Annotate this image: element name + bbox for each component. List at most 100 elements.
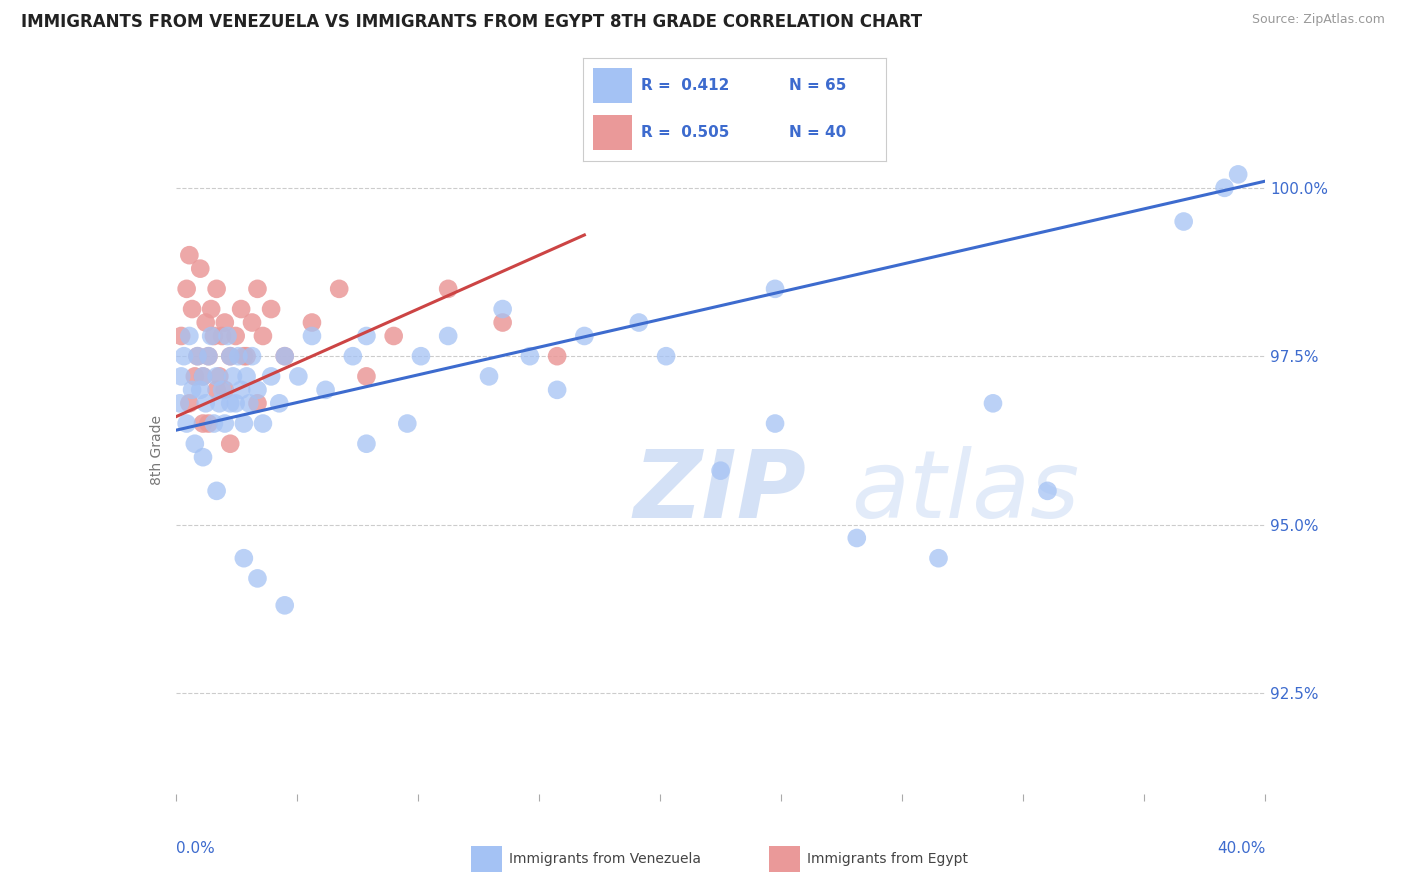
Point	[981, 396, 1004, 410]
Point	[252, 329, 274, 343]
Point	[246, 383, 269, 397]
Point	[845, 531, 868, 545]
Point	[205, 383, 228, 397]
Point	[181, 301, 204, 316]
Point	[246, 282, 269, 296]
Point	[219, 396, 242, 410]
Point	[763, 282, 786, 296]
Text: 40.0%: 40.0%	[1218, 841, 1265, 856]
Text: 0.0%: 0.0%	[176, 841, 215, 856]
Point	[274, 599, 297, 613]
Point	[437, 329, 460, 343]
Point	[214, 316, 236, 330]
Point	[205, 369, 228, 384]
Point	[211, 329, 233, 343]
Point	[928, 551, 950, 566]
Point	[240, 349, 263, 363]
Point	[184, 369, 207, 384]
Point	[208, 396, 231, 410]
Text: Immigrants from Egypt: Immigrants from Egypt	[807, 852, 969, 866]
Point	[179, 329, 201, 343]
Text: Source: ZipAtlas.com: Source: ZipAtlas.com	[1251, 13, 1385, 27]
Text: R =  0.505: R = 0.505	[641, 126, 730, 140]
Point	[246, 396, 269, 410]
Point	[437, 282, 460, 296]
Point	[235, 369, 257, 384]
Text: Immigrants from Venezuela: Immigrants from Venezuela	[509, 852, 702, 866]
Point	[214, 417, 236, 431]
Point	[197, 417, 219, 431]
Point	[627, 316, 650, 330]
Point	[205, 483, 228, 498]
Point	[235, 349, 257, 363]
Point	[191, 417, 214, 431]
Point	[763, 417, 786, 431]
Point	[176, 282, 198, 296]
Point	[231, 383, 253, 397]
Point	[1213, 181, 1236, 195]
Point	[179, 396, 201, 410]
Point	[409, 349, 432, 363]
Point	[219, 436, 242, 450]
Text: IMMIGRANTS FROM VENEZUELA VS IMMIGRANTS FROM EGYPT 8TH GRADE CORRELATION CHART: IMMIGRANTS FROM VENEZUELA VS IMMIGRANTS …	[21, 13, 922, 31]
Point	[186, 349, 209, 363]
Point	[188, 383, 211, 397]
Point	[228, 349, 250, 363]
Point	[328, 282, 350, 296]
Point	[252, 417, 274, 431]
Point	[1173, 214, 1195, 228]
Point	[315, 383, 337, 397]
Point	[214, 383, 236, 397]
Point	[170, 369, 193, 384]
Point	[574, 329, 596, 343]
Point	[194, 316, 217, 330]
Point	[240, 316, 263, 330]
Point	[197, 349, 219, 363]
Point	[205, 282, 228, 296]
Point	[202, 329, 225, 343]
Point	[184, 436, 207, 450]
Point	[179, 248, 201, 262]
Point	[546, 383, 568, 397]
Point	[356, 329, 378, 343]
Point	[269, 396, 291, 410]
Point	[301, 329, 323, 343]
Bar	[592, 69, 631, 103]
Bar	[592, 115, 631, 150]
Point	[710, 464, 733, 478]
Point	[274, 349, 297, 363]
Point	[1036, 483, 1059, 498]
Point	[181, 383, 204, 397]
Point	[186, 349, 209, 363]
Point	[1227, 167, 1250, 181]
Point	[176, 417, 198, 431]
Point	[170, 329, 193, 343]
Point	[492, 316, 515, 330]
Point	[232, 551, 254, 566]
Point	[301, 316, 323, 330]
Point	[396, 417, 419, 431]
Point	[246, 571, 269, 585]
Point	[191, 450, 214, 465]
Point	[655, 349, 678, 363]
Point	[219, 349, 242, 363]
Point	[492, 301, 515, 316]
Point	[208, 369, 231, 384]
Point	[478, 369, 501, 384]
Point	[217, 329, 239, 343]
Point	[519, 349, 541, 363]
Point	[382, 329, 405, 343]
Point	[225, 329, 247, 343]
Point	[211, 383, 233, 397]
Point	[173, 349, 195, 363]
Point	[194, 396, 217, 410]
Point	[260, 369, 283, 384]
Text: ZIP: ZIP	[633, 446, 806, 538]
Text: R =  0.412: R = 0.412	[641, 78, 730, 93]
Point	[197, 349, 219, 363]
Point	[225, 396, 247, 410]
Point	[231, 301, 253, 316]
Point	[356, 369, 378, 384]
Text: N = 65: N = 65	[789, 78, 846, 93]
Point	[356, 436, 378, 450]
